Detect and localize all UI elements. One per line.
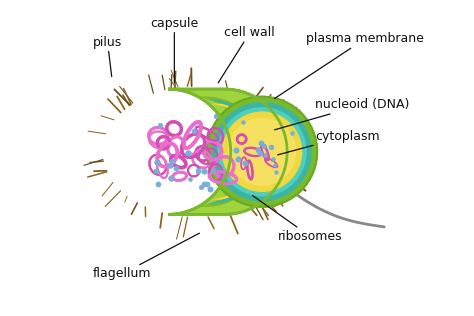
Circle shape bbox=[222, 112, 302, 192]
Polygon shape bbox=[198, 97, 262, 207]
Circle shape bbox=[222, 112, 302, 192]
Text: plasma membrane: plasma membrane bbox=[274, 33, 424, 99]
Text: capsule: capsule bbox=[150, 17, 199, 83]
Polygon shape bbox=[191, 97, 256, 207]
Circle shape bbox=[218, 107, 307, 196]
Circle shape bbox=[207, 97, 317, 207]
Polygon shape bbox=[205, 100, 264, 203]
Polygon shape bbox=[204, 100, 265, 204]
Text: flagellum: flagellum bbox=[93, 233, 200, 280]
Circle shape bbox=[212, 102, 312, 201]
Polygon shape bbox=[208, 104, 264, 199]
Circle shape bbox=[207, 97, 317, 207]
Polygon shape bbox=[168, 89, 287, 214]
Polygon shape bbox=[208, 104, 264, 200]
Text: nucleoid (DNA): nucleoid (DNA) bbox=[274, 98, 410, 130]
Polygon shape bbox=[168, 89, 287, 214]
Circle shape bbox=[218, 107, 307, 196]
Circle shape bbox=[228, 118, 296, 186]
Circle shape bbox=[212, 102, 312, 201]
Text: cell wall: cell wall bbox=[218, 26, 275, 83]
Text: ribosomes: ribosomes bbox=[253, 196, 342, 243]
Text: cytoplasm: cytoplasm bbox=[278, 130, 380, 155]
Text: pilus: pilus bbox=[93, 36, 122, 76]
Circle shape bbox=[228, 118, 296, 186]
